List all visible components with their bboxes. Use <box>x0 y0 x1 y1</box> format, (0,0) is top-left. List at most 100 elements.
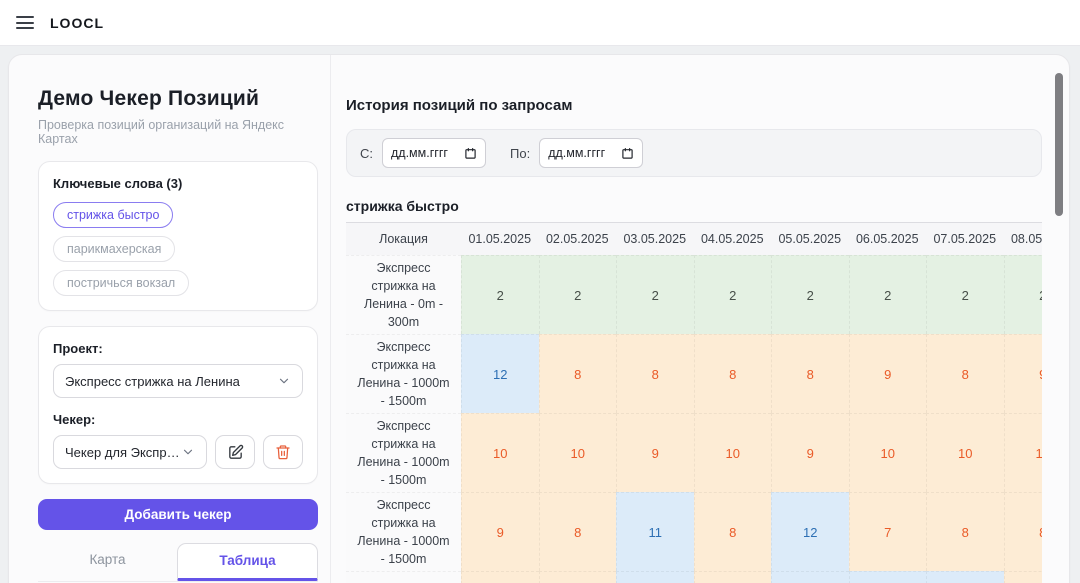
position-value-cell: 2 <box>693 255 771 334</box>
positions-table: Локация 01.05.2025 02.05.2025 03.05.2025 04.… <box>346 223 1042 583</box>
scrollbar-track[interactable] <box>1054 55 1064 583</box>
position-value-cell <box>926 571 1004 583</box>
position-value-cell: 10 <box>926 413 1004 492</box>
position-value-cell: 9 <box>1003 334 1042 413</box>
column-header-date: 03.05.2025 <box>616 223 694 255</box>
position-value-cell: 11 <box>616 492 694 571</box>
content-container: Демо Чекер Позиций Проверка позиций орга… <box>8 54 1070 583</box>
position-value-cell: 8 <box>693 334 771 413</box>
position-value-cell: 2 <box>616 255 694 334</box>
tab-table[interactable]: Таблица <box>177 543 318 581</box>
edit-checker-button[interactable] <box>215 435 255 469</box>
location-cell: Экспресс стрижка на Ленина - 1000m - 150… <box>346 413 461 492</box>
position-value-cell: 9 <box>461 492 539 571</box>
checker-label: Чекер: <box>53 412 96 427</box>
page-subtitle: Проверка позиций организаций на Яндекс К… <box>38 118 285 146</box>
date-to-placeholder: дд.мм.гггг <box>548 146 606 160</box>
keywords-title: Ключевые слова (3) <box>53 176 183 191</box>
keyword-chip[interactable]: постричься вокзал <box>53 270 190 296</box>
position-value-cell: 2 <box>848 255 926 334</box>
position-value-cell: 12 <box>461 334 539 413</box>
date-to-input[interactable]: дд.мм.гггг <box>539 138 644 168</box>
position-value-cell: 9 <box>848 334 926 413</box>
keywords-card: Ключевые слова (3) стрижка быстро парикма… <box>38 161 318 311</box>
menu-icon[interactable] <box>16 16 34 29</box>
location-cell: Экспресс стрижка на Ленина - 0m - 300m <box>346 255 461 334</box>
position-value-cell: 8 <box>538 334 616 413</box>
edit-pencil-icon <box>227 444 244 461</box>
project-select[interactable]: Экспресс стрижка на Ленина <box>53 364 303 398</box>
app-header: LOOCL <box>0 0 1080 46</box>
project-select-value: Экспресс стрижка на Ленина <box>65 373 240 389</box>
position-value-cell: 10 <box>461 413 539 492</box>
position-value-cell: 9 <box>771 413 849 492</box>
position-value-cell <box>848 571 926 583</box>
column-header-date: 01.05.2025 <box>461 223 539 255</box>
date-from-placeholder: дд.мм.гггг <box>391 146 448 160</box>
position-value-cell: 10 <box>693 413 771 492</box>
position-value-cell <box>538 571 616 583</box>
position-value-cell: 2 <box>538 255 616 334</box>
positions-table-wrap: Локация 01.05.2025 02.05.2025 03.05.2025 04.… <box>346 222 1042 583</box>
scrollbar-thumb[interactable] <box>1055 73 1063 216</box>
location-cell <box>346 571 461 583</box>
column-header-date: 08.05.2025 <box>1003 223 1042 255</box>
position-value-cell: 10 <box>538 413 616 492</box>
column-header-location: Локация <box>346 223 461 255</box>
add-checker-button[interactable]: Добавить чекер <box>38 499 318 530</box>
date-to-label: По: <box>510 145 531 161</box>
column-header-date: 02.05.2025 <box>538 223 616 255</box>
sidebar: Демо Чекер Позиций Проверка позиций орга… <box>9 55 331 583</box>
date-from-input[interactable]: дд.мм.гггг <box>382 138 486 168</box>
delete-checker-button[interactable] <box>263 435 303 469</box>
page-title: Демо Чекер Позиций <box>38 87 260 110</box>
position-value-cell: 7 <box>848 492 926 571</box>
calendar-icon[interactable] <box>621 147 634 160</box>
position-value-cell: 10 <box>1003 413 1042 492</box>
tab-map[interactable]: Карта <box>89 552 126 567</box>
location-cell: Экспресс стрижка на Ленина - 1000m - 150… <box>346 334 461 413</box>
position-value-cell: 8 <box>538 492 616 571</box>
position-value-cell <box>616 571 694 583</box>
trash-icon <box>275 444 291 460</box>
position-value-cell: 12 <box>771 492 849 571</box>
date-filter-bar: С: дд.мм.гггг По: дд.мм.гггг <box>346 129 1042 177</box>
project-label: Проект: <box>53 341 103 356</box>
main-content: История позиций по запросам С: дд.мм.ггг… <box>331 55 1069 583</box>
position-value-cell <box>771 571 849 583</box>
position-value-cell: 8 <box>1003 492 1042 571</box>
calendar-icon[interactable] <box>464 147 477 160</box>
column-header-date: 04.05.2025 <box>693 223 771 255</box>
history-title: История позиций по запросам <box>346 97 573 114</box>
position-value-cell <box>461 571 539 583</box>
position-value-cell: 8 <box>693 492 771 571</box>
project-card: Проект: Экспресс стрижка на Ленина Чекер… <box>38 326 318 484</box>
brand-logo: LOOCL <box>50 14 104 31</box>
location-cell: Экспресс стрижка на Ленина - 1000m - 150… <box>346 492 461 571</box>
checker-select[interactable]: Чекер для Экспресс стриж... <box>53 435 207 469</box>
position-value-cell: 2 <box>461 255 539 334</box>
query-title: стрижка быстро <box>346 198 459 214</box>
position-value-cell <box>693 571 771 583</box>
checker-row: Чекер для Экспресс стриж... <box>53 435 303 469</box>
keyword-chip[interactable]: стрижка быстро <box>53 202 174 228</box>
checker-select-value: Чекер для Экспресс стриж... <box>65 444 181 460</box>
keyword-chip[interactable]: парикмахерская <box>53 236 176 262</box>
position-value-cell: 2 <box>926 255 1004 334</box>
position-value-cell: 2 <box>771 255 849 334</box>
position-value-cell: 10 <box>848 413 926 492</box>
position-value-cell: 8 <box>771 334 849 413</box>
column-header-date: 07.05.2025 <box>926 223 1004 255</box>
date-from-label: С: <box>360 145 373 161</box>
column-header-date: 05.05.2025 <box>771 223 849 255</box>
position-value-cell: 8 <box>926 492 1004 571</box>
position-value-cell: 8 <box>616 334 694 413</box>
position-value-cell: 8 <box>926 334 1004 413</box>
view-tabs: Карта Таблица <box>38 543 318 582</box>
chevron-down-icon <box>277 374 291 388</box>
position-value-cell <box>1003 571 1042 583</box>
position-value-cell: 9 <box>616 413 694 492</box>
chevron-down-icon <box>181 445 195 459</box>
page-body: Демо Чекер Позиций Проверка позиций орга… <box>0 46 1080 583</box>
position-value-cell: 2 <box>1003 255 1042 334</box>
